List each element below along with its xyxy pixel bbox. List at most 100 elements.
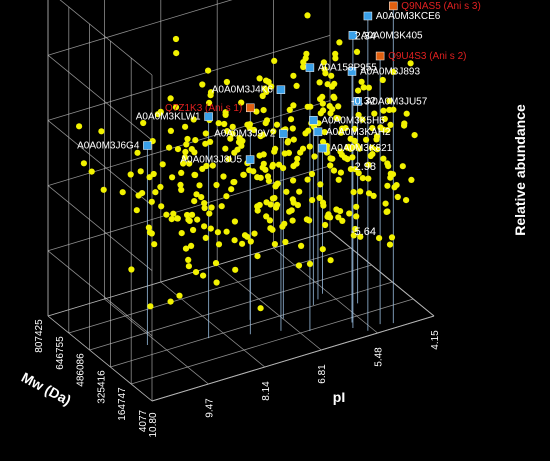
data-point xyxy=(386,97,393,104)
data-point xyxy=(267,201,274,208)
data-point xyxy=(221,120,228,128)
data-point xyxy=(231,178,238,186)
data-point xyxy=(283,188,290,195)
data-point xyxy=(145,224,152,231)
data-point xyxy=(225,156,232,163)
data-point xyxy=(386,241,394,248)
data-point xyxy=(172,35,180,43)
z-tick-label: -5.64 xyxy=(351,226,376,238)
data-point xyxy=(190,116,197,123)
data-point xyxy=(174,215,181,222)
data-point xyxy=(330,167,338,174)
data-point xyxy=(196,182,203,189)
y-tick-label: 164747 xyxy=(117,387,128,421)
data-point xyxy=(384,182,391,189)
data-point xyxy=(350,232,357,239)
data-point xyxy=(192,269,200,276)
data-point xyxy=(374,146,381,153)
data-point xyxy=(339,217,346,224)
data-point xyxy=(223,193,230,200)
data-point xyxy=(319,93,326,100)
data-point xyxy=(254,253,261,260)
protein-label: A0A0M3KLW1 xyxy=(136,112,201,123)
data-point xyxy=(180,160,187,167)
data-point xyxy=(295,262,303,269)
data-point xyxy=(281,220,288,227)
allergen-label: Q9U4S3 (Ani s 2) xyxy=(388,51,466,62)
data-point xyxy=(336,39,343,46)
data-point xyxy=(297,149,304,156)
data-point xyxy=(259,92,266,100)
points xyxy=(76,12,418,312)
data-point xyxy=(337,169,344,176)
data-point xyxy=(128,266,135,273)
y-tick-label: 486086 xyxy=(76,353,87,387)
data-point xyxy=(352,225,359,233)
protein-label: A0A158P955 xyxy=(318,63,377,74)
data-point xyxy=(263,213,270,220)
x-tick-label: 5.48 xyxy=(374,347,385,367)
data-point xyxy=(327,155,334,162)
data-point xyxy=(353,48,361,56)
data-point xyxy=(369,151,376,158)
protein-marker xyxy=(305,63,315,72)
protein-marker xyxy=(348,31,358,40)
data-point xyxy=(98,128,105,135)
data-point xyxy=(229,130,236,137)
data-point xyxy=(251,230,258,237)
data-point xyxy=(319,100,326,107)
protein-label: A0A0M3K5H6 xyxy=(321,115,385,126)
data-point xyxy=(263,117,271,124)
data-point xyxy=(184,211,191,219)
data-point xyxy=(306,260,314,267)
protein-label: A0A0M3KCE6 xyxy=(376,11,441,22)
data-point xyxy=(294,155,301,162)
data-point xyxy=(244,233,251,240)
data-point xyxy=(193,191,200,198)
x-tick-label: 6.81 xyxy=(317,364,328,384)
data-point xyxy=(232,266,239,273)
data-point xyxy=(240,171,247,178)
data-point xyxy=(178,230,185,237)
data-point xyxy=(370,192,377,199)
x-tick-labels: 10.80 9.47 8.14 6.81 5.48 4.15 xyxy=(148,330,441,438)
data-point xyxy=(385,163,392,170)
data-point xyxy=(294,202,301,209)
data-point xyxy=(331,80,338,87)
data-point xyxy=(320,138,327,145)
protein-label: A0A0M3J893 xyxy=(360,67,420,78)
data-point xyxy=(360,84,367,91)
data-point xyxy=(307,103,314,110)
protein-marker xyxy=(276,85,286,94)
grid-line xyxy=(216,264,322,351)
data-point xyxy=(327,257,334,264)
protein-marker xyxy=(279,129,288,138)
data-point xyxy=(353,203,360,210)
data-point xyxy=(358,78,365,85)
data-point xyxy=(401,122,408,129)
data-point xyxy=(308,170,316,178)
data-point xyxy=(347,166,354,173)
data-point xyxy=(206,210,213,217)
data-point xyxy=(322,221,329,229)
data-point xyxy=(213,181,220,189)
protein-marker xyxy=(309,116,318,125)
data-point xyxy=(407,60,414,67)
data-point xyxy=(184,135,191,143)
data-point xyxy=(273,121,281,128)
allergen-marker xyxy=(246,103,255,113)
x-tick-label: 8.14 xyxy=(261,381,272,401)
data-point xyxy=(151,241,158,248)
data-point xyxy=(247,238,254,245)
data-point xyxy=(260,151,267,158)
data-point xyxy=(191,149,198,156)
grid-line xyxy=(47,250,153,337)
data-point xyxy=(201,223,208,230)
data-point xyxy=(182,123,189,130)
data-point xyxy=(332,55,339,62)
data-point xyxy=(290,72,297,79)
data-point xyxy=(169,174,176,181)
data-point xyxy=(273,204,280,211)
data-point xyxy=(356,145,363,152)
data-point xyxy=(194,216,201,223)
